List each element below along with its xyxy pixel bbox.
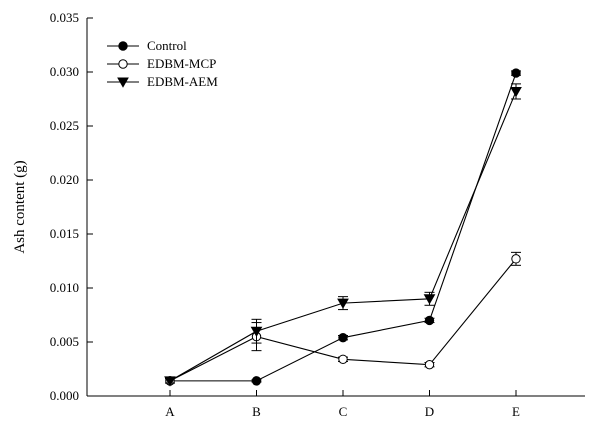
- legend-item: EDBM-AEM: [107, 74, 218, 89]
- series-edbm-aem: [164, 83, 522, 387]
- y-tick-label: 0.005: [50, 334, 79, 349]
- legend-label: EDBM-MCP: [147, 56, 216, 71]
- y-tick-label: 0.000: [50, 388, 79, 403]
- data-point: [424, 315, 435, 326]
- y-tick-label: 0.035: [50, 10, 79, 25]
- x-tick-label: D: [425, 404, 434, 419]
- data-point: [338, 332, 348, 343]
- y-tick-label: 0.020: [50, 172, 79, 187]
- y-tick-label: 0.010: [50, 280, 79, 295]
- legend-item: Control: [107, 38, 187, 53]
- x-ticks: A B C D E: [165, 390, 520, 419]
- legend-label: EDBM-AEM: [147, 74, 218, 89]
- data-point: [338, 354, 348, 364]
- data-point: [250, 326, 263, 337]
- legend-marker: [117, 77, 129, 88]
- data-point: [164, 376, 176, 387]
- legend-label: Control: [147, 38, 187, 53]
- data-point: [424, 359, 435, 370]
- data-point: [511, 254, 521, 264]
- series-control: [165, 68, 521, 386]
- y-tick-label: 0.015: [50, 226, 79, 241]
- series-edbm-mcp: [165, 251, 521, 386]
- x-tick-label: E: [512, 404, 520, 419]
- y-ticks: 0.000 0.005 0.010 0.015 0.020 0.025 0.030 0.035: [50, 10, 93, 403]
- y-axis-title: Ash content (g): [12, 160, 28, 253]
- legend-item: EDBM-MCP: [107, 56, 216, 71]
- legend-marker: [118, 59, 128, 69]
- data-point: [251, 376, 262, 386]
- x-tick-label: A: [165, 404, 175, 419]
- x-tick-label: C: [339, 404, 348, 419]
- data-point: [423, 294, 436, 305]
- series-layer: [164, 68, 522, 387]
- legend-marker: [118, 41, 128, 51]
- data-point: [510, 86, 522, 98]
- data-point: [511, 68, 521, 78]
- y-tick-label: 0.030: [50, 64, 79, 79]
- data-point: [337, 298, 349, 309]
- legend: Control EDBM-MCP EDBM-AEM: [107, 38, 218, 89]
- x-tick-label: B: [252, 404, 261, 419]
- y-tick-label: 0.025: [50, 118, 79, 133]
